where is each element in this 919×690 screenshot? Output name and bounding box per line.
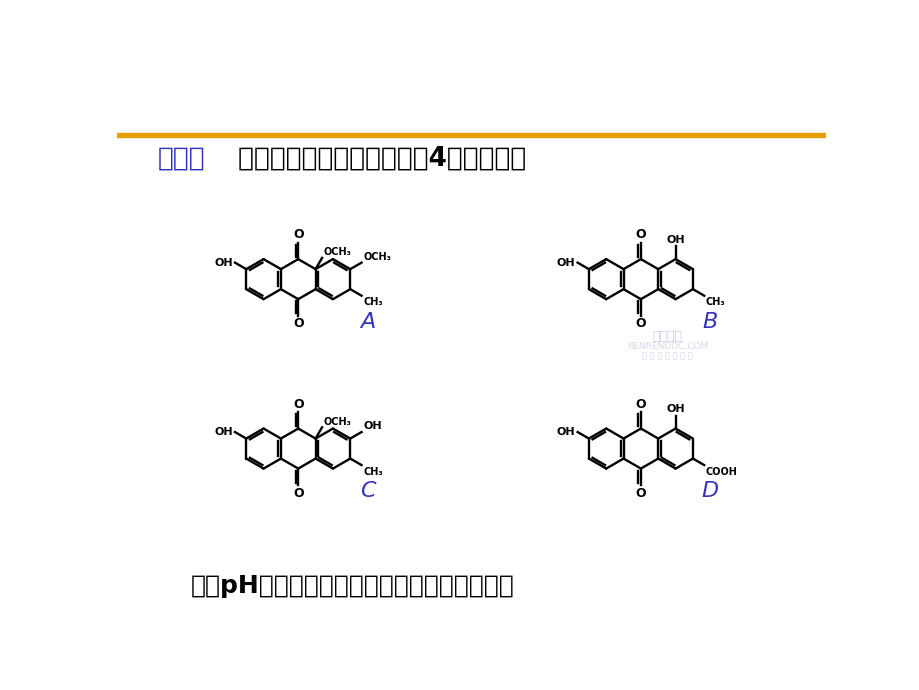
Text: 采用pH梯度萁取法对其进行分离的流程如下：: 采用pH梯度萁取法对其进行分离的流程如下：: [190, 574, 514, 598]
Text: OH: OH: [556, 257, 574, 268]
Text: RENRENDOC.COM: RENRENDOC.COM: [627, 342, 708, 351]
Text: O: O: [635, 317, 645, 330]
Text: OCH₃: OCH₃: [323, 417, 351, 426]
Text: OH: OH: [665, 404, 684, 414]
Text: O: O: [292, 397, 303, 411]
Text: C: C: [359, 481, 375, 501]
Bar: [117, 133, 825, 137]
Text: OH: OH: [363, 422, 381, 431]
Text: OCH₃: OCH₃: [323, 247, 351, 257]
Text: O: O: [635, 486, 645, 500]
Text: OH: OH: [214, 257, 233, 268]
Text: CH₃: CH₃: [363, 466, 382, 477]
Text: CH₃: CH₃: [363, 297, 382, 307]
Text: O: O: [635, 228, 645, 242]
Text: 人人文库: 人人文库: [652, 331, 682, 344]
Text: B: B: [702, 311, 717, 331]
Text: 莓草提取物中主要含有下面4种化合物。: 莓草提取物中主要含有下面4种化合物。: [229, 146, 526, 172]
Text: O: O: [635, 397, 645, 411]
Text: OCH₃: OCH₃: [363, 252, 391, 262]
Text: O: O: [292, 228, 303, 242]
Text: O: O: [292, 486, 303, 500]
Text: COOH: COOH: [705, 466, 737, 477]
Text: 例如：: 例如：: [157, 146, 205, 172]
Text: 下 载 高 清 无 水 印: 下 载 高 清 无 水 印: [641, 352, 693, 361]
Text: OH: OH: [214, 427, 233, 437]
Text: CH₃: CH₃: [705, 297, 724, 307]
Text: A: A: [359, 311, 375, 331]
Text: OH: OH: [665, 235, 684, 244]
Text: O: O: [292, 317, 303, 330]
Text: D: D: [701, 481, 718, 501]
Text: OH: OH: [556, 427, 574, 437]
